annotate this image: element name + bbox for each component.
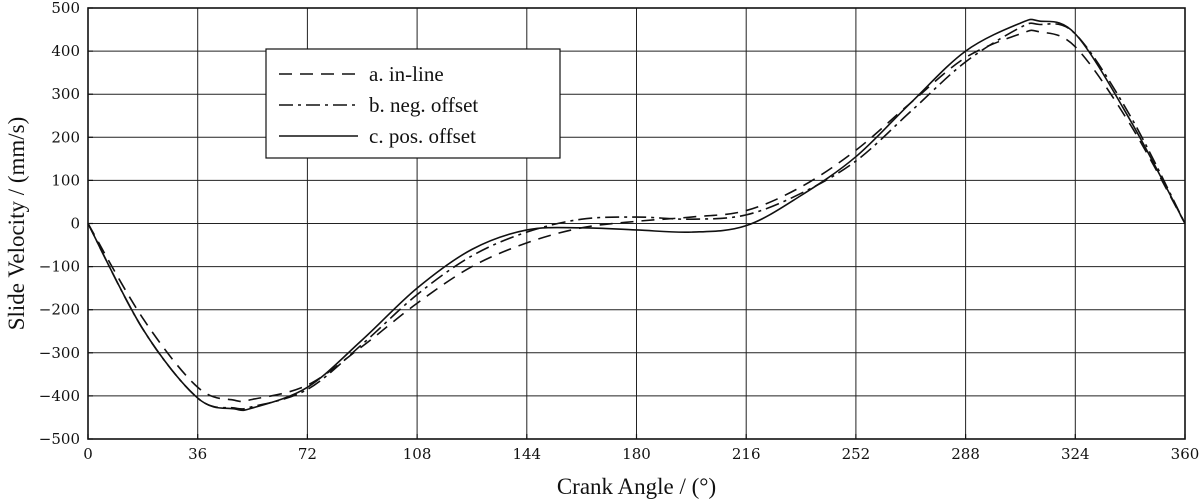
x-tick-label: 288 bbox=[951, 445, 980, 463]
x-tick-label: 180 bbox=[622, 445, 651, 463]
x-tick-label: 72 bbox=[298, 445, 317, 463]
y-tick-label: 500 bbox=[51, 0, 80, 17]
y-tick-label: 400 bbox=[51, 42, 80, 60]
y-tick-label: −100 bbox=[39, 258, 80, 276]
x-tick-labels: 0 36 72 108 144 180 216 252 288 324 360 bbox=[83, 445, 1199, 463]
series-line-a bbox=[87, 29, 1186, 403]
y-tick-label: −400 bbox=[39, 387, 80, 405]
legend-entry-c: c. pos. offset bbox=[369, 124, 476, 148]
grid-lines bbox=[87, 7, 1186, 440]
x-tick-label: 0 bbox=[83, 445, 93, 463]
x-tick-label: 108 bbox=[403, 445, 432, 463]
x-tick-label: 324 bbox=[1061, 445, 1090, 463]
x-axis-label: Crank Angle / (°) bbox=[557, 474, 716, 499]
y-tick-label: −300 bbox=[39, 344, 80, 362]
y-axis-label: Slide Velocity / (mm/s) bbox=[4, 117, 29, 331]
y-tick-label: −500 bbox=[39, 430, 80, 448]
series-line-b bbox=[87, 22, 1186, 410]
plot-frame bbox=[87, 7, 1186, 440]
x-tick-label: 360 bbox=[1171, 445, 1200, 463]
y-tick-label: 100 bbox=[51, 171, 80, 189]
y-tick-label: 200 bbox=[51, 128, 80, 146]
legend-entry-b: b. neg. offset bbox=[369, 93, 478, 117]
x-tick-label: 144 bbox=[512, 445, 541, 463]
series-lines bbox=[87, 18, 1186, 412]
x-tick-label: 252 bbox=[842, 445, 871, 463]
legend-box bbox=[265, 48, 561, 159]
x-tick-label: 216 bbox=[732, 445, 761, 463]
y-tick-labels: 500 400 300 200 100 0 −100 −200 −300 −400 −500 bbox=[39, 0, 80, 448]
y-tick-label: −200 bbox=[39, 301, 80, 319]
series-line-c bbox=[87, 18, 1186, 412]
y-tick-label: 0 bbox=[70, 215, 80, 233]
legend: a. in-line b. neg. offset c. pos. offset bbox=[265, 48, 561, 159]
y-tick-label: 300 bbox=[51, 85, 80, 103]
legend-entry-a: a. in-line bbox=[369, 62, 444, 86]
x-tick-label: 36 bbox=[188, 445, 207, 463]
